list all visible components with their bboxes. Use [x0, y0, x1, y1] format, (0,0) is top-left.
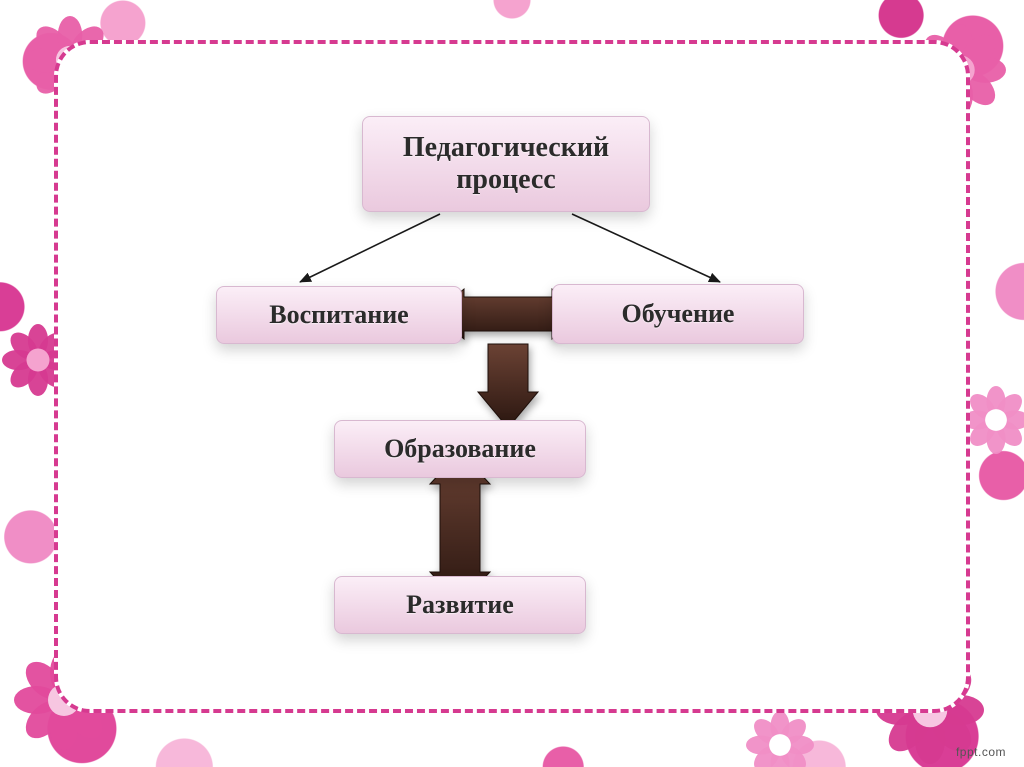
node-pedagogical-process: Педагогическийпроцесс	[362, 116, 650, 212]
node-teaching: Обучение	[552, 284, 804, 344]
node-label: Развитие	[406, 590, 514, 620]
node-label: Образование	[384, 434, 536, 464]
node-education: Образование	[334, 420, 586, 478]
slide-stage: Педагогическийпроцесс Воспитание Обучени…	[0, 0, 1024, 767]
node-label: Воспитание	[269, 300, 408, 330]
node-upbringing: Воспитание	[216, 286, 462, 344]
node-development: Развитие	[334, 576, 586, 634]
node-label: Обучение	[622, 299, 735, 329]
watermark-text: fppt.com	[956, 745, 1006, 759]
node-label: Педагогическийпроцесс	[403, 132, 609, 196]
